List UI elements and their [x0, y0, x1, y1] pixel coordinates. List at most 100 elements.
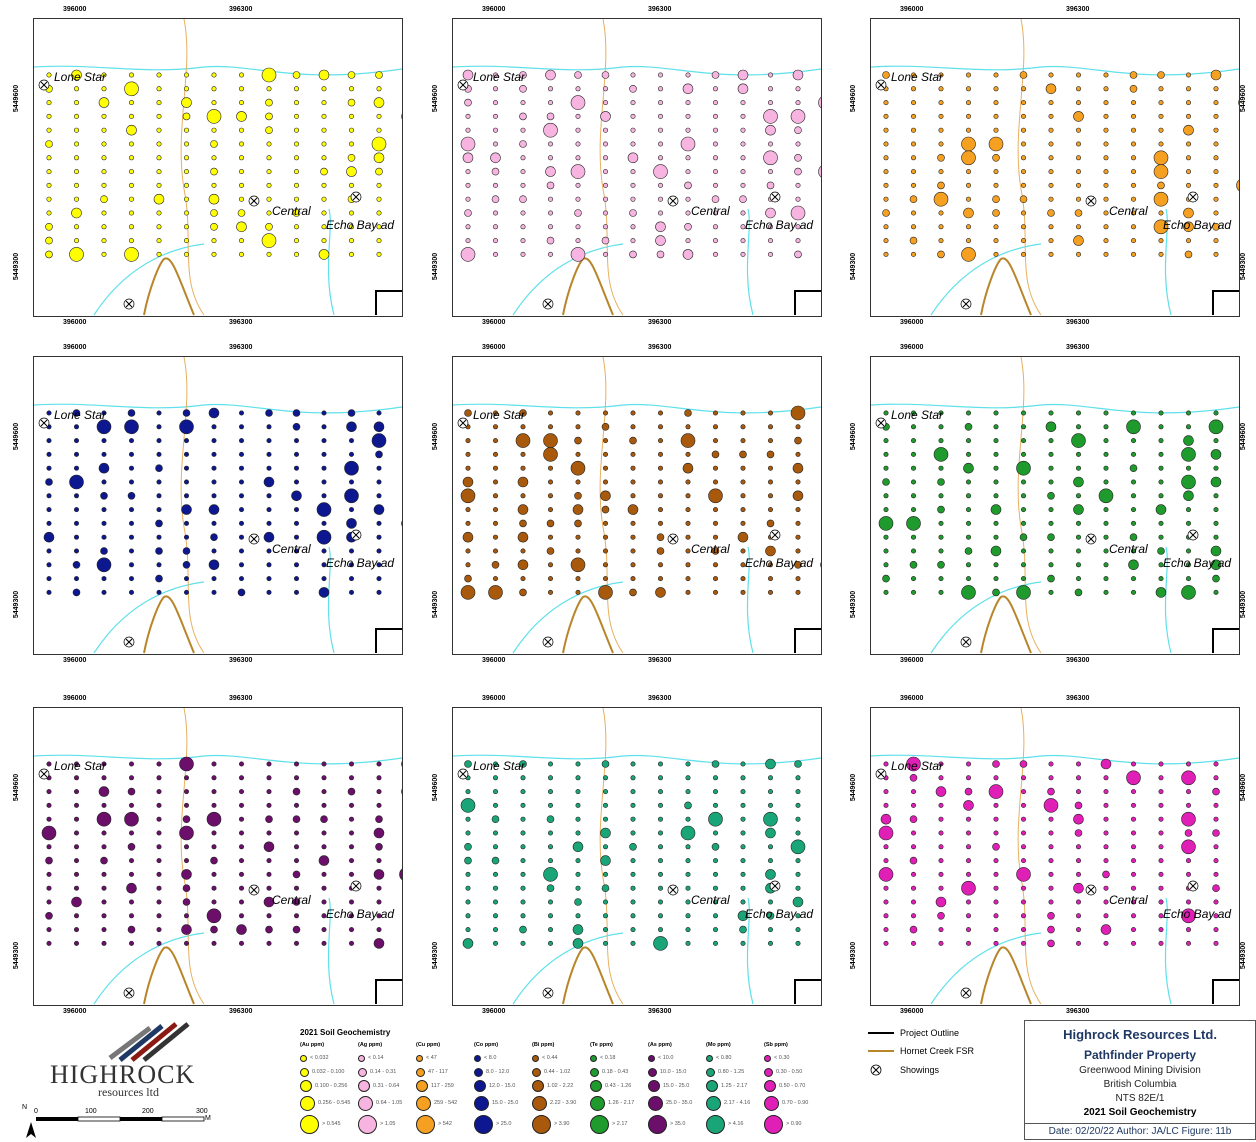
- sample-dot: [73, 927, 79, 933]
- place-label-lone-star: Lone Star: [473, 759, 526, 773]
- sample-dot: [211, 182, 217, 188]
- y-tick-left-bottom: 5449300: [850, 252, 858, 281]
- sample-dot: [492, 775, 498, 781]
- sample-dot: [685, 479, 691, 485]
- legend-symbol-icon: [706, 1095, 721, 1111]
- sample-dot: [910, 534, 916, 540]
- sample-dot: [795, 424, 801, 430]
- sample-dot: [1130, 899, 1136, 905]
- sample-dot: [184, 141, 190, 147]
- sample-dot: [961, 150, 976, 166]
- sample-dot: [988, 136, 1004, 152]
- sample-dot: [966, 182, 972, 188]
- sample-dot: [685, 534, 691, 540]
- sample-dot: [1212, 787, 1220, 796]
- sample-dot: [993, 127, 999, 133]
- sample-dot: [1158, 534, 1164, 540]
- sample-dot: [603, 410, 609, 416]
- sample-dot: [1158, 100, 1164, 106]
- sample-dot: [321, 844, 327, 850]
- x-tick-bottom-1: 396000: [63, 657, 87, 664]
- sample-dot: [966, 534, 972, 540]
- sample-dot: [266, 940, 272, 946]
- showing-pick-icon: [875, 417, 887, 429]
- sample-dot: [1103, 562, 1109, 568]
- sample-dot: [293, 775, 299, 781]
- sample-dot: [878, 825, 894, 841]
- sample-dot: [600, 827, 611, 839]
- sample-dot: [1213, 182, 1219, 188]
- trail: [180, 357, 205, 654]
- sample-dot: [293, 830, 299, 836]
- sample-dot: [1185, 871, 1191, 877]
- sample-dot: [1103, 196, 1109, 202]
- sample-dot: [211, 493, 217, 499]
- sample-dot: [630, 802, 636, 808]
- sample-dot: [266, 520, 272, 526]
- map-panel-co: Lone Star Central Echo Bay ad: [33, 356, 403, 655]
- legend-row: > 0.545: [300, 1113, 358, 1135]
- sample-dot: [543, 867, 558, 882]
- sample-dot: [46, 493, 52, 499]
- legend-range: 15.0 - 25.0: [663, 1083, 690, 1089]
- sample-dot: [711, 843, 720, 851]
- sample-dot: [658, 451, 664, 457]
- sample-dot: [1213, 802, 1219, 808]
- north-label: N: [22, 1104, 28, 1111]
- sample-dot: [883, 224, 889, 230]
- logo-name: HIGHROCK: [50, 1060, 196, 1089]
- sample-dot: [348, 479, 354, 485]
- sample-dot: [517, 504, 529, 515]
- sample-dot: [266, 141, 272, 147]
- place-label-echo-bay: Echo Bay ad: [745, 556, 813, 570]
- sample-dot: [321, 830, 327, 836]
- place-label-lone-star: Lone Star: [891, 408, 944, 422]
- showing-pick-icon: [123, 636, 135, 648]
- sample-dot: [347, 409, 356, 417]
- sample-dot: [1213, 858, 1219, 864]
- sample-dot: [101, 576, 107, 582]
- sample-dot: [655, 221, 666, 233]
- sample-dot: [794, 154, 802, 162]
- sample-dot: [376, 113, 382, 119]
- showing-pick-icon: [350, 191, 362, 203]
- sample-dot: [966, 761, 972, 767]
- sample-dot: [184, 844, 190, 850]
- sample-dot: [684, 181, 692, 190]
- sample-dot: [376, 858, 382, 864]
- sample-dot: [629, 85, 637, 93]
- sample-dot: [156, 479, 162, 485]
- sample-dot: [1048, 100, 1054, 106]
- sample-dot: [601, 884, 610, 892]
- y-tick-left-top: 5449600: [850, 773, 858, 802]
- sample-dot: [239, 562, 245, 568]
- sample-dot: [321, 210, 327, 216]
- sample-dot: [348, 238, 354, 244]
- sample-dot: [685, 844, 691, 850]
- sample-dot: [1181, 811, 1196, 827]
- sample-dot: [101, 438, 107, 444]
- sample-dot: [129, 141, 135, 147]
- sample-dot: [993, 72, 999, 78]
- sample-dot: [1130, 871, 1136, 877]
- sample-dot: [993, 899, 999, 905]
- sample-dot: [156, 155, 162, 161]
- figure-footer: Date: 02/20/22 Author: JA/LC Figure: 11b: [1025, 1123, 1255, 1139]
- place-label-central: Central: [272, 204, 311, 218]
- sample-dot: [206, 811, 222, 827]
- sample-dot: [266, 424, 272, 430]
- x-tick-bottom-1: 396000: [63, 319, 87, 326]
- sample-dot: [711, 450, 720, 459]
- sample-dot: [658, 858, 664, 864]
- sample-dot: [575, 534, 581, 540]
- sample-dot: [1076, 534, 1082, 540]
- sample-dot: [765, 207, 776, 219]
- sample-dot: [492, 127, 498, 133]
- x-tick-bottom-2: 396300: [648, 319, 672, 326]
- sample-dot: [155, 547, 163, 555]
- sample-dot: [548, 927, 554, 933]
- sample-dot: [236, 924, 247, 935]
- sample-dot: [630, 451, 636, 457]
- sample-dot: [492, 576, 498, 582]
- sample-dot: [71, 69, 82, 81]
